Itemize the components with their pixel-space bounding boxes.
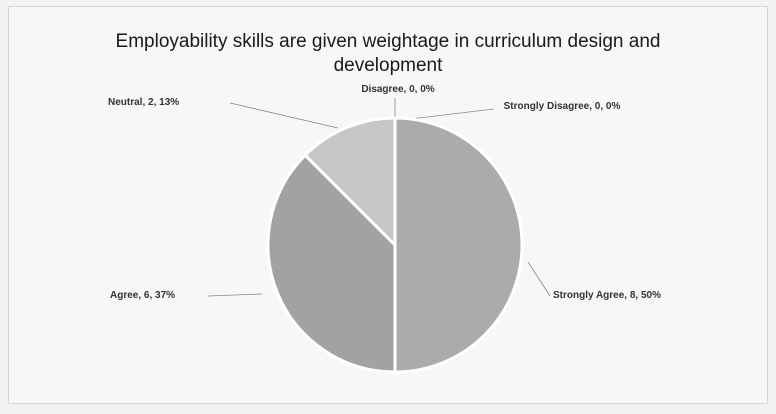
pie-slice <box>266 153 397 374</box>
data-label: Disagree, 0, 0% <box>361 84 435 95</box>
data-label: Neutral, 2, 13% <box>108 97 180 108</box>
leader-line <box>229 102 339 129</box>
leader-line <box>401 108 495 121</box>
data-label: Strongly Disagree, 0, 0% <box>503 101 621 112</box>
chart-title: Employability skills are given weightage… <box>115 31 661 76</box>
data-label: Strongly Agree, 8, 50% <box>553 290 661 301</box>
leader-line <box>527 261 551 297</box>
pie-slice <box>393 116 524 374</box>
leader-line <box>207 293 263 297</box>
pie-slice <box>303 116 397 249</box>
data-label: Agree, 6, 37% <box>110 290 176 301</box>
